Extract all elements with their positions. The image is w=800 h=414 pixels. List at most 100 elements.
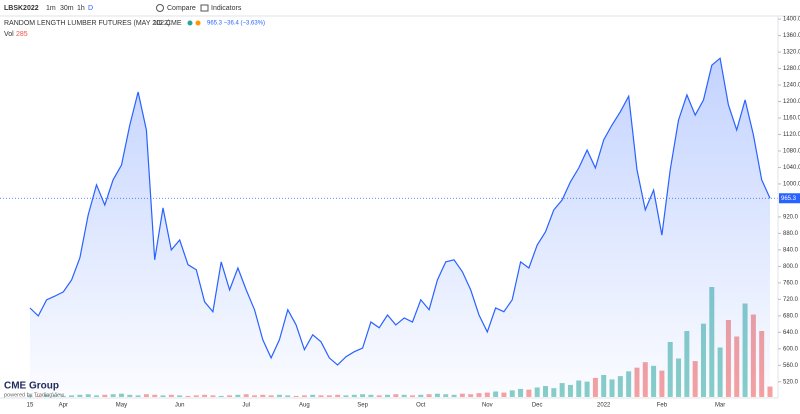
- status-dot: [187, 20, 193, 26]
- volume-bar: [418, 394, 424, 397]
- y-tick-label: 760.0: [783, 280, 799, 286]
- indicators-icon[interactable]: [200, 4, 209, 12]
- volume-bar: [69, 395, 75, 397]
- y-tick-label: 1120.0: [783, 132, 800, 138]
- chart-title: RANDOM LENGTH LUMBER FUTURES (MAY 2022): [4, 20, 170, 27]
- y-tick-label: 600.0: [783, 346, 799, 352]
- volume-bar: [102, 394, 108, 397]
- x-tick-label: Sep: [357, 403, 368, 409]
- volume-bar: [285, 395, 291, 397]
- volume-bar: [52, 395, 58, 397]
- x-tick-label: Jun: [175, 403, 185, 409]
- toolbar: [0, 0, 800, 16]
- compare[interactable]: Compare: [167, 5, 196, 12]
- logo: CME Group: [4, 381, 59, 392]
- powered-by: powered by TradingView: [4, 392, 64, 398]
- volume-bar: [218, 395, 224, 397]
- y-tick-label: 1080.0: [783, 149, 800, 155]
- price-line: [29, 57, 771, 366]
- volume-bar: [310, 394, 316, 397]
- volume-bar: [401, 394, 407, 397]
- area-fill: [30, 58, 770, 395]
- volume-bar: [276, 394, 282, 397]
- x-tick-label: May: [116, 403, 127, 409]
- volume-bar: [434, 393, 440, 397]
- volume-bar: [227, 395, 233, 397]
- x-tick-label: Apr: [59, 403, 68, 409]
- volume-bar: [343, 395, 349, 397]
- volume-bar: [235, 394, 241, 397]
- volume-value: 285: [16, 31, 28, 38]
- volume-bar: [60, 395, 66, 397]
- last-price-label: 965.3: [781, 196, 797, 202]
- volume-bar: [335, 394, 341, 397]
- y-tick-label: 1000.0: [783, 182, 800, 188]
- quote: 965.3 −36.4 (−3.63%): [207, 21, 265, 27]
- interval-label: 1D: [153, 20, 162, 27]
- y-tick-label: 680.0: [783, 313, 799, 319]
- indicators[interactable]: Indicators: [211, 5, 242, 12]
- volume-bar: [360, 394, 366, 397]
- volume-bar: [118, 393, 124, 397]
- volume-bar: [376, 395, 382, 397]
- volume-bar: [385, 394, 391, 397]
- y-tick-label: 1200.0: [783, 99, 800, 105]
- volume-bar: [318, 395, 324, 397]
- volume-bar: [459, 393, 465, 397]
- y-tick-label: 920.0: [783, 215, 799, 221]
- volume-bar: [127, 394, 133, 397]
- volume-bar: [27, 395, 33, 397]
- volume-bar: [326, 395, 332, 397]
- volume-bar: [193, 395, 199, 397]
- x-tick-label: Nov: [482, 403, 493, 409]
- volume-bar: [168, 394, 174, 397]
- y-tick-label: 1160.0: [783, 116, 800, 122]
- x-tick-label: Aug: [299, 403, 310, 409]
- volume-bar: [443, 394, 449, 397]
- volume-label: Vol: [4, 31, 14, 38]
- volume-bar: [143, 394, 149, 397]
- volume-bar: [368, 394, 374, 397]
- y-tick-label: 640.0: [783, 330, 799, 336]
- volume-bar: [135, 395, 141, 397]
- y-tick-label: 1360.0: [783, 33, 800, 39]
- last-price-box: [779, 193, 800, 204]
- x-tick-label: 2022: [597, 403, 611, 409]
- volume-bar: [210, 395, 216, 397]
- volume-bar: [185, 395, 191, 397]
- y-tick-label: 1400.0: [783, 17, 800, 23]
- volume-bar: [476, 393, 482, 397]
- x-tick-label: 15: [27, 403, 34, 409]
- y-tick-label: 1320.0: [783, 50, 800, 56]
- y-tick-label: 880.0: [783, 231, 799, 237]
- x-tick-label: Mar: [715, 403, 725, 409]
- symbol[interactable]: LBSK2022: [4, 5, 39, 12]
- volume-bar: [451, 394, 457, 397]
- volume-bar: [468, 394, 474, 397]
- x-tick-label: Feb: [657, 403, 668, 409]
- x-tick-label: Oct: [416, 403, 426, 409]
- y-tick-label: 1240.0: [783, 83, 800, 89]
- interval[interactable]: 1m: [46, 5, 56, 12]
- compare-icon[interactable]: [156, 4, 164, 12]
- volume-bar: [160, 395, 166, 397]
- interval[interactable]: D: [88, 5, 93, 12]
- volume-bar: [243, 394, 249, 397]
- x-tick-label: Jul: [242, 403, 250, 409]
- volume-bar: [77, 394, 83, 397]
- volume-bar: [110, 394, 116, 397]
- volume-bar: [251, 395, 257, 397]
- y-tick-label: 720.0: [783, 297, 799, 303]
- volume-bar: [351, 394, 357, 397]
- volume-bar: [152, 394, 158, 397]
- y-tick-label: 800.0: [783, 264, 799, 270]
- volume-bar: [35, 395, 41, 397]
- interval[interactable]: 1h: [77, 5, 85, 12]
- status-dot: [195, 20, 201, 26]
- volume-bar: [44, 394, 50, 397]
- y-tick-label: 840.0: [783, 247, 799, 253]
- interval[interactable]: 30m: [60, 5, 74, 12]
- volume-bar: [426, 394, 432, 397]
- exchange: CME: [166, 20, 182, 27]
